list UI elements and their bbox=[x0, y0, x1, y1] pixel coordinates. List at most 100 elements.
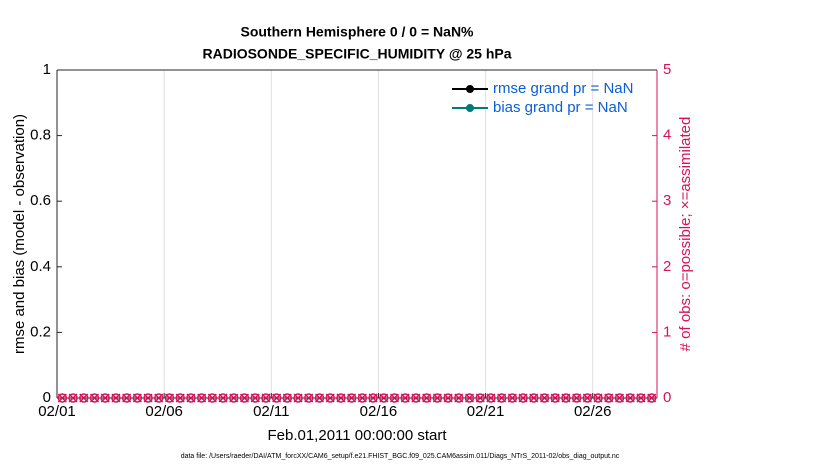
data-point bbox=[646, 393, 657, 403]
data-point bbox=[79, 393, 89, 403]
data-point bbox=[336, 393, 346, 403]
data-point bbox=[422, 393, 432, 403]
x-tick-label: 02/21 bbox=[467, 403, 505, 420]
data-point bbox=[271, 393, 282, 403]
marker-stroke bbox=[229, 393, 239, 403]
data-point bbox=[282, 393, 292, 403]
marker-stroke bbox=[389, 393, 400, 403]
marker-stroke bbox=[422, 393, 432, 403]
data-point bbox=[229, 393, 239, 403]
marker-stroke bbox=[261, 393, 271, 403]
data-point bbox=[432, 393, 443, 403]
data-point bbox=[454, 393, 464, 403]
marker-stroke bbox=[186, 393, 196, 403]
data-point bbox=[486, 393, 496, 403]
data-point bbox=[57, 393, 67, 403]
data-point bbox=[122, 393, 132, 403]
data-point bbox=[400, 393, 410, 403]
data-point bbox=[368, 393, 378, 403]
data-point bbox=[539, 393, 550, 403]
marker-stroke bbox=[464, 393, 475, 403]
data-point bbox=[571, 393, 582, 403]
chart-subtitle: RADIOSONDE_SPECIFIC_HUMIDITY @ 25 hPa bbox=[202, 46, 511, 62]
data-point bbox=[411, 393, 421, 403]
y2-tick-label: 4 bbox=[663, 127, 671, 144]
marker-stroke bbox=[497, 393, 507, 403]
y-tick-label: 0.2 bbox=[30, 323, 51, 340]
data-point bbox=[486, 393, 496, 403]
y2-tick-label: 5 bbox=[663, 61, 671, 78]
x-tick-label: 02/01 bbox=[38, 403, 76, 420]
data-point bbox=[475, 393, 485, 403]
data-point bbox=[100, 393, 110, 403]
marker-stroke bbox=[111, 393, 121, 403]
data-point bbox=[111, 393, 121, 403]
data-point bbox=[186, 393, 196, 403]
marker-stroke bbox=[347, 393, 357, 403]
y-axis-label: rmse and bias (model - observation) bbox=[11, 114, 28, 354]
data-point bbox=[293, 393, 303, 403]
marker-stroke bbox=[175, 393, 185, 403]
x-axis-label: Feb.01,2011 00:00:00 start bbox=[267, 427, 447, 444]
data-point bbox=[421, 393, 432, 403]
data-point bbox=[121, 393, 132, 403]
data-point bbox=[336, 393, 346, 403]
data-point bbox=[132, 393, 143, 403]
data-point bbox=[464, 393, 475, 403]
marker-stroke bbox=[100, 393, 110, 403]
data-point bbox=[582, 393, 592, 403]
marker-stroke bbox=[89, 393, 100, 403]
data-point bbox=[229, 393, 239, 403]
legend-marker bbox=[466, 104, 474, 112]
data-point bbox=[111, 393, 121, 403]
data-point bbox=[197, 393, 207, 403]
data-point bbox=[432, 393, 442, 403]
marker-stroke bbox=[604, 393, 614, 403]
data-point bbox=[68, 393, 78, 403]
data-point bbox=[454, 393, 464, 403]
data-point bbox=[593, 393, 603, 403]
marker-stroke bbox=[122, 393, 132, 403]
marker-stroke bbox=[572, 393, 582, 403]
footnote: data file: /Users/raeder/DAI/ATM_forcXX/… bbox=[181, 453, 620, 460]
marker-stroke bbox=[614, 393, 625, 403]
data-point bbox=[561, 393, 571, 403]
marker-stroke bbox=[529, 393, 539, 403]
y-tick-label: 0.4 bbox=[30, 258, 51, 275]
marker-stroke bbox=[636, 393, 646, 403]
y2-tick-label: 1 bbox=[663, 323, 671, 340]
data-point bbox=[518, 393, 528, 403]
y-tick-label: 0.6 bbox=[30, 192, 51, 209]
data-point bbox=[550, 393, 560, 403]
data-point bbox=[261, 393, 271, 403]
data-point bbox=[325, 393, 335, 403]
marker-stroke bbox=[164, 393, 175, 403]
marker-stroke bbox=[582, 393, 592, 403]
data-point bbox=[304, 393, 314, 403]
marker-stroke bbox=[282, 393, 292, 403]
marker-stroke bbox=[250, 393, 260, 403]
data-point bbox=[164, 393, 175, 403]
data-point bbox=[250, 393, 260, 403]
data-point bbox=[143, 393, 153, 403]
data-point bbox=[379, 393, 389, 403]
data-point bbox=[379, 393, 389, 403]
marker-stroke bbox=[272, 393, 282, 403]
data-point bbox=[561, 393, 571, 403]
marker-stroke bbox=[593, 393, 603, 403]
data-point bbox=[143, 393, 153, 403]
marker-stroke bbox=[486, 393, 496, 403]
data-point bbox=[593, 393, 603, 403]
data-point bbox=[582, 393, 593, 403]
data-point bbox=[604, 393, 614, 403]
data-point bbox=[154, 393, 164, 403]
chart-title: Southern Hemisphere 0 / 0 = NaN% bbox=[240, 24, 474, 40]
data-point bbox=[625, 393, 635, 403]
marker-stroke bbox=[539, 393, 550, 403]
marker-stroke bbox=[79, 393, 89, 403]
data-point bbox=[89, 393, 100, 403]
marker-stroke bbox=[400, 393, 410, 403]
data-point bbox=[529, 393, 539, 403]
data-point bbox=[250, 393, 260, 403]
